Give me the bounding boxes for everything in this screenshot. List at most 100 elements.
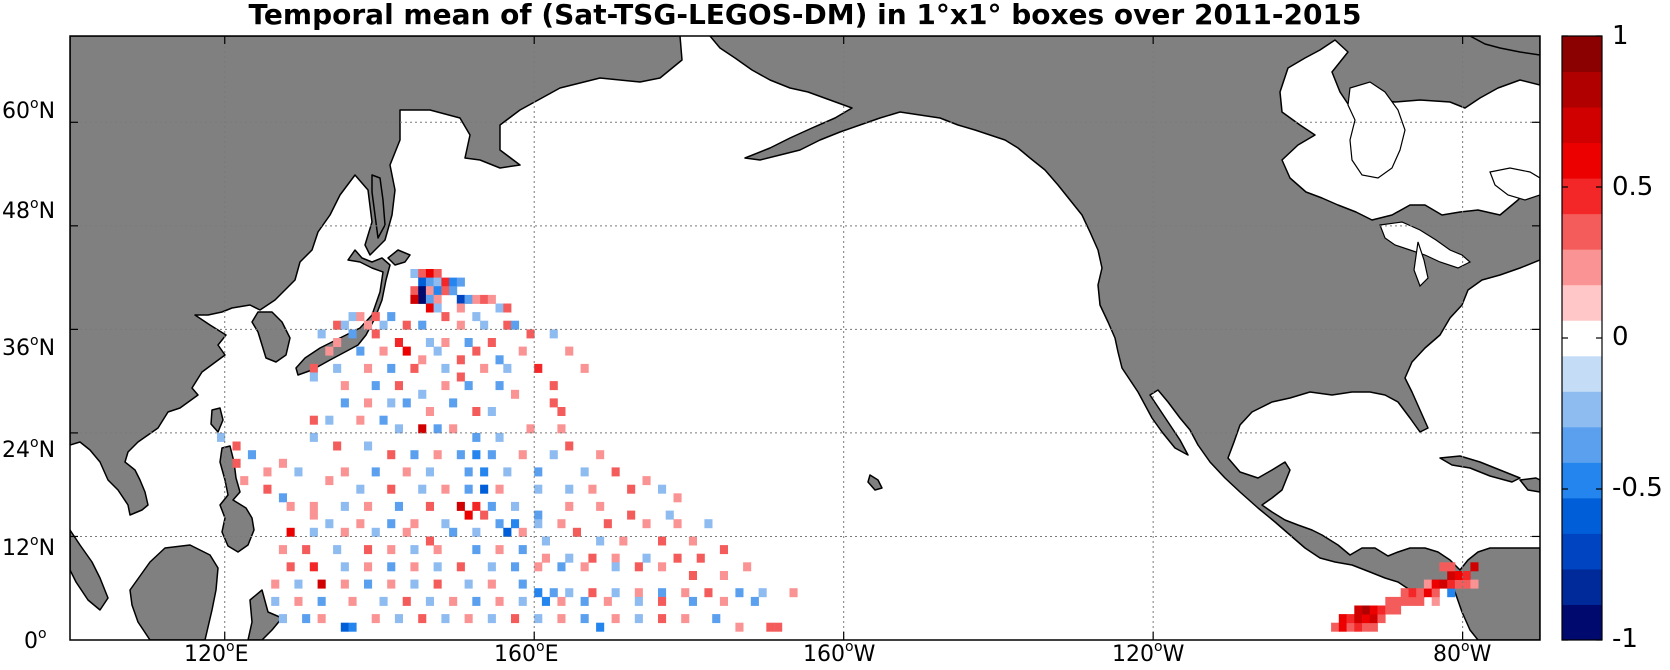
heatmap-cell <box>271 596 280 606</box>
colorbar-segment <box>1562 568 1602 605</box>
heatmap-cell <box>1354 614 1363 624</box>
heatmap-cell <box>1362 614 1371 624</box>
heatmap-cell <box>681 588 690 598</box>
heatmap-cell <box>596 536 605 546</box>
heatmap-cell <box>387 545 396 555</box>
heatmap-cell <box>518 596 527 606</box>
x-tick-80w: 80oW <box>1433 639 1492 667</box>
heatmap-cell <box>410 363 419 373</box>
heatmap-cell <box>364 501 373 511</box>
heatmap-cell <box>433 562 442 572</box>
heatmap-cell <box>402 320 411 330</box>
heatmap-cell <box>364 398 373 408</box>
heatmap-cell <box>364 363 373 373</box>
heatmap-cell <box>534 484 543 494</box>
land-sulawesi <box>247 589 283 640</box>
heatmap-cell <box>557 614 566 624</box>
heatmap-cell <box>286 527 295 537</box>
heatmap-cell <box>480 363 489 373</box>
land-korea <box>251 311 291 363</box>
heatmap-cell <box>1470 579 1479 589</box>
heatmap-cell <box>464 510 473 520</box>
colorbar-label-min: -1 <box>1612 624 1638 654</box>
colorbar-segment <box>1562 107 1602 144</box>
heatmap-cell <box>418 269 427 278</box>
heatmap-cell <box>1400 596 1409 606</box>
heatmap-cell <box>1470 562 1479 572</box>
heatmap-cell <box>1439 579 1448 589</box>
heatmap-cell <box>472 346 481 356</box>
heatmap-cell <box>418 614 427 624</box>
heatmap-cell <box>487 450 496 460</box>
heatmap-cell <box>1454 571 1463 580</box>
colorbar-segment <box>1562 391 1602 428</box>
heatmap-cell <box>240 476 249 486</box>
heatmap-cell <box>518 346 527 356</box>
heatmap-cell <box>371 381 380 391</box>
heatmap-cell <box>425 303 434 313</box>
heatmap-cell <box>456 501 465 511</box>
heatmap-cell <box>325 415 334 425</box>
land-borneo <box>129 544 219 640</box>
axis-ticks <box>70 36 1540 640</box>
heatmap-cell <box>511 562 520 572</box>
heatmap-cell <box>425 536 434 546</box>
heatmap-cell <box>673 493 682 503</box>
x-tick-120w: 120oW <box>1112 639 1185 667</box>
colorbar-segment <box>1562 178 1602 215</box>
heatmap-cell <box>565 588 574 598</box>
heatmap-cell <box>317 579 326 589</box>
heatmap-cell <box>603 519 612 529</box>
heatmap-cell <box>495 303 504 313</box>
heatmap-cell <box>456 277 465 287</box>
heatmap-cell <box>387 484 396 494</box>
heatmap-cell <box>658 536 667 546</box>
heatmap-cell <box>541 596 550 606</box>
heatmap-cell <box>487 338 496 347</box>
colorbar-segment <box>1562 355 1602 392</box>
heatmap-cell <box>1385 605 1394 615</box>
heatmap-cell <box>333 338 342 347</box>
heatmap-cell <box>441 614 450 624</box>
heatmap-cell <box>379 320 388 330</box>
heatmap-cell <box>588 553 597 563</box>
heatmap-cell <box>1431 579 1440 589</box>
heatmap-cell <box>658 614 667 624</box>
heatmap-cell <box>534 467 543 477</box>
water-hudson-bay <box>1347 81 1406 179</box>
heatmap-cell <box>302 545 311 555</box>
heatmap-cell <box>511 614 520 624</box>
heatmap-cell <box>526 424 535 434</box>
heatmap-cell <box>1431 588 1440 598</box>
heatmap-cell <box>534 588 543 598</box>
heatmap-cell <box>549 398 558 408</box>
y-tick-24n: 24oN <box>2 435 56 463</box>
heatmap-cell <box>449 398 458 408</box>
heatmap-cell <box>534 363 543 373</box>
heatmap-cell <box>387 312 396 322</box>
heatmap-cell <box>418 320 427 330</box>
heatmap-cell <box>278 493 287 503</box>
heatmap-cell <box>464 338 473 347</box>
heatmap-cell <box>480 320 489 330</box>
heatmap-cell <box>425 501 434 511</box>
heatmap-cell <box>642 519 651 529</box>
heatmap-cell <box>271 579 280 589</box>
heatmap-cell <box>263 484 272 494</box>
colorbar-segment <box>1562 36 1602 73</box>
heatmap-cell <box>317 614 326 624</box>
land-taiwan <box>210 407 224 433</box>
heatmap-cell <box>503 320 512 330</box>
heatmap-cell <box>441 363 450 373</box>
colorbar-segment <box>1562 320 1602 357</box>
y-tick-0: 0o <box>24 626 47 654</box>
heatmap-cell <box>449 527 458 537</box>
heatmap-cell <box>371 312 380 322</box>
heatmap-cell <box>704 519 713 529</box>
heatmap-cell <box>688 596 697 606</box>
heatmap-cell <box>627 510 636 520</box>
colorbar-segment <box>1562 142 1602 179</box>
heatmap-cell <box>441 484 450 494</box>
heatmap-cell <box>688 536 697 546</box>
heatmap-cell <box>456 372 465 382</box>
